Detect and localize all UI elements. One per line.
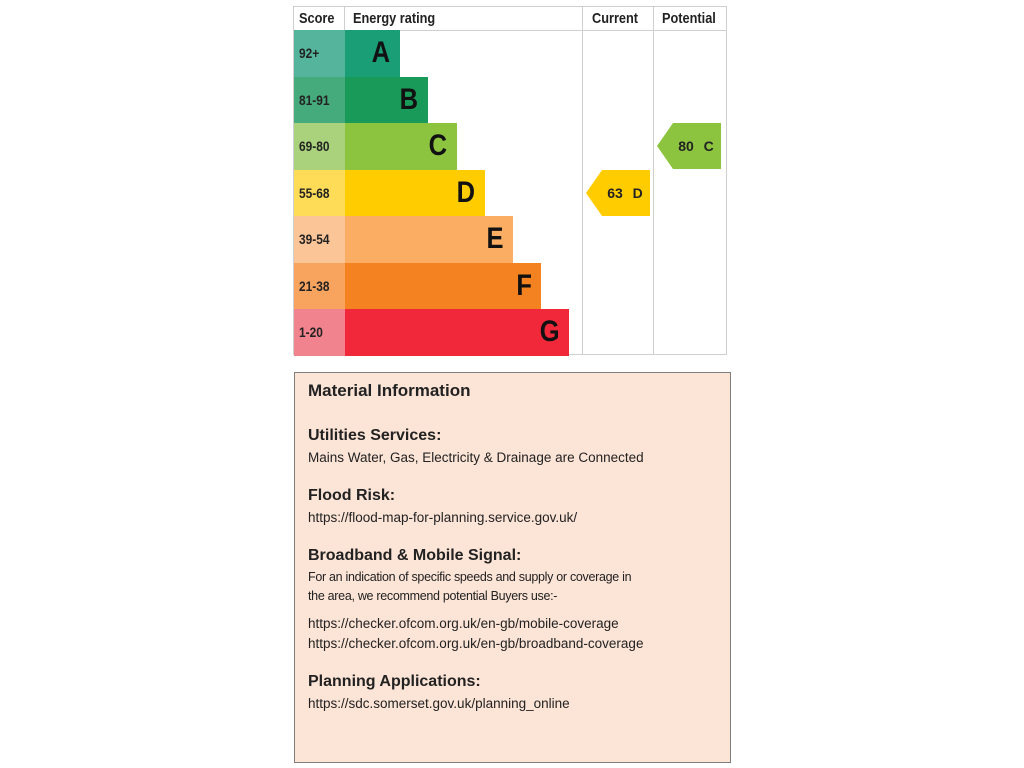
score-range-D: 55-68 bbox=[294, 169, 345, 216]
rating-letter: A bbox=[371, 36, 391, 70]
panel-title: Material Information bbox=[308, 381, 471, 400]
potential-rating-label: 80 C bbox=[678, 138, 714, 154]
score-range-G: 1-20 bbox=[294, 309, 345, 356]
rating-bar-E: E bbox=[345, 216, 513, 263]
rating-bar-B: B bbox=[345, 76, 428, 123]
rating-letter: D bbox=[456, 175, 476, 209]
header-current: Current bbox=[592, 10, 639, 27]
rating-letter: E bbox=[486, 222, 504, 256]
section-text: the area, we recommend potential Buyers … bbox=[308, 589, 558, 603]
score-range-E: 39-54 bbox=[294, 216, 345, 263]
utilities-section: Utilities Services: Mains Water, Gas, El… bbox=[308, 427, 717, 468]
score-range-label: 21-38 bbox=[299, 277, 330, 294]
score-range-label: 1-20 bbox=[299, 324, 323, 341]
score-range-label: 81-91 bbox=[299, 91, 330, 108]
rating-bar-C: C bbox=[345, 123, 457, 170]
header-score: Score bbox=[299, 10, 335, 27]
section-heading: Broadband & Mobile Signal: bbox=[308, 547, 522, 564]
potential-rating-arrow: 80 C bbox=[657, 123, 721, 169]
rating-letter: C bbox=[428, 129, 448, 163]
section-text: For an indication of specific speeds and… bbox=[308, 570, 632, 584]
header-potential: Potential bbox=[662, 10, 716, 27]
rating-letter: B bbox=[399, 82, 419, 116]
energy-rating-chart: Score Energy rating Current Potential 92… bbox=[293, 6, 727, 356]
score-range-C: 69-80 bbox=[294, 123, 345, 170]
divider bbox=[344, 7, 345, 30]
mobile-coverage-link[interactable]: https://checker.ofcom.org.uk/en-gb/mobil… bbox=[308, 616, 619, 631]
divider bbox=[294, 30, 726, 31]
section-heading: Flood Risk: bbox=[308, 487, 396, 504]
score-range-label: 69-80 bbox=[299, 138, 330, 155]
divider bbox=[582, 7, 583, 354]
score-range-A: 92+ bbox=[294, 30, 345, 77]
flood-risk-section: Flood Risk: https://flood-map-for-planni… bbox=[308, 487, 717, 528]
material-information-panel: Material Information Utilities Services:… bbox=[294, 372, 731, 763]
arrow-shape bbox=[657, 123, 721, 169]
score-range-B: 81-91 bbox=[294, 76, 345, 123]
rating-letter: G bbox=[539, 315, 560, 349]
rating-bar-G: G bbox=[345, 309, 569, 356]
rating-bar-D: D bbox=[345, 169, 485, 216]
section-heading: Planning Applications: bbox=[308, 673, 481, 690]
flood-risk-link[interactable]: https://flood-map-for-planning.service.g… bbox=[308, 510, 578, 525]
rating-bar-A: A bbox=[345, 30, 400, 77]
score-range-label: 39-54 bbox=[299, 231, 330, 248]
current-rating-label: 63 D bbox=[607, 184, 643, 201]
rating-bar-F: F bbox=[345, 262, 541, 309]
divider bbox=[653, 7, 654, 354]
planning-link[interactable]: https://sdc.somerset.gov.uk/planning_onl… bbox=[308, 696, 570, 711]
broadband-coverage-link[interactable]: https://checker.ofcom.org.uk/en-gb/broad… bbox=[308, 636, 644, 651]
arrow-shape bbox=[586, 169, 650, 216]
header-energy-rating: Energy rating bbox=[353, 10, 436, 27]
section-text: Mains Water, Gas, Electricity & Drainage… bbox=[308, 450, 644, 465]
planning-section: Planning Applications: https://sdc.somer… bbox=[308, 673, 717, 714]
score-range-label: 55-68 bbox=[299, 184, 330, 201]
score-range-F: 21-38 bbox=[294, 262, 345, 309]
broadband-section: Broadband & Mobile Signal: For an indica… bbox=[308, 547, 717, 654]
current-rating-arrow: 63 D bbox=[586, 169, 650, 216]
score-range-label: 92+ bbox=[299, 45, 320, 62]
rating-letter: F bbox=[516, 268, 532, 302]
section-heading: Utilities Services: bbox=[308, 427, 442, 444]
